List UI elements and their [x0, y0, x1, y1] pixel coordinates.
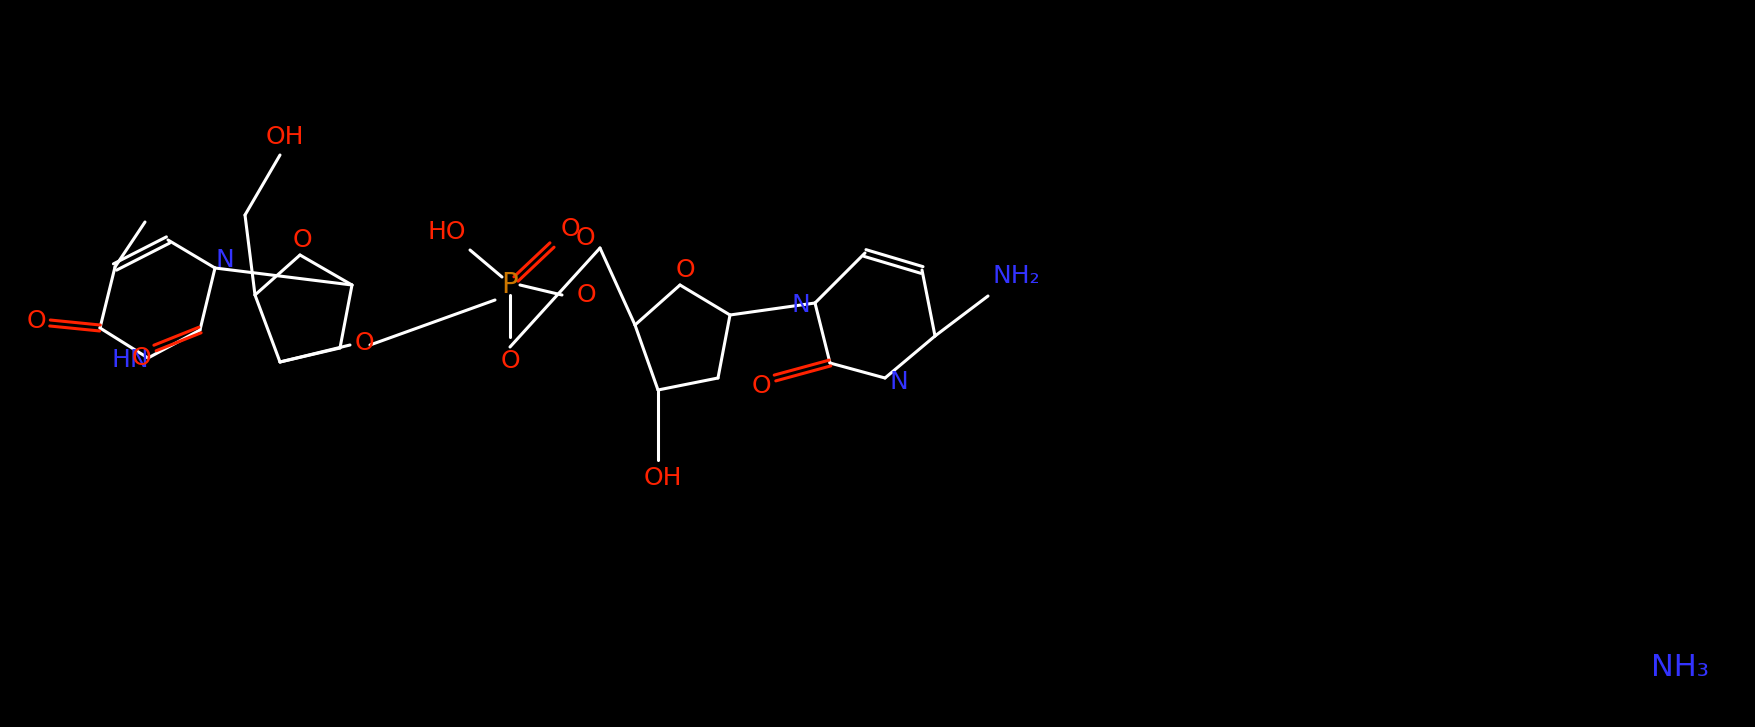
Text: HN: HN: [111, 348, 149, 372]
Text: N: N: [216, 248, 235, 272]
Text: O: O: [26, 309, 46, 333]
Text: O: O: [676, 258, 695, 282]
Text: HO: HO: [428, 220, 467, 244]
Text: O: O: [751, 374, 770, 398]
Text: O: O: [291, 228, 312, 252]
Text: O: O: [500, 349, 519, 373]
Text: O: O: [355, 331, 374, 355]
Text: NH₃: NH₃: [1651, 654, 1709, 683]
Text: O: O: [576, 226, 595, 250]
Text: O: O: [132, 346, 151, 370]
Text: NH₂: NH₂: [992, 264, 1039, 288]
Text: O: O: [576, 283, 595, 307]
Text: N: N: [792, 293, 811, 317]
Text: OH: OH: [265, 125, 304, 149]
Text: P: P: [502, 271, 518, 299]
Text: N: N: [890, 370, 909, 394]
Text: OH: OH: [644, 466, 683, 490]
Text: O: O: [560, 217, 579, 241]
